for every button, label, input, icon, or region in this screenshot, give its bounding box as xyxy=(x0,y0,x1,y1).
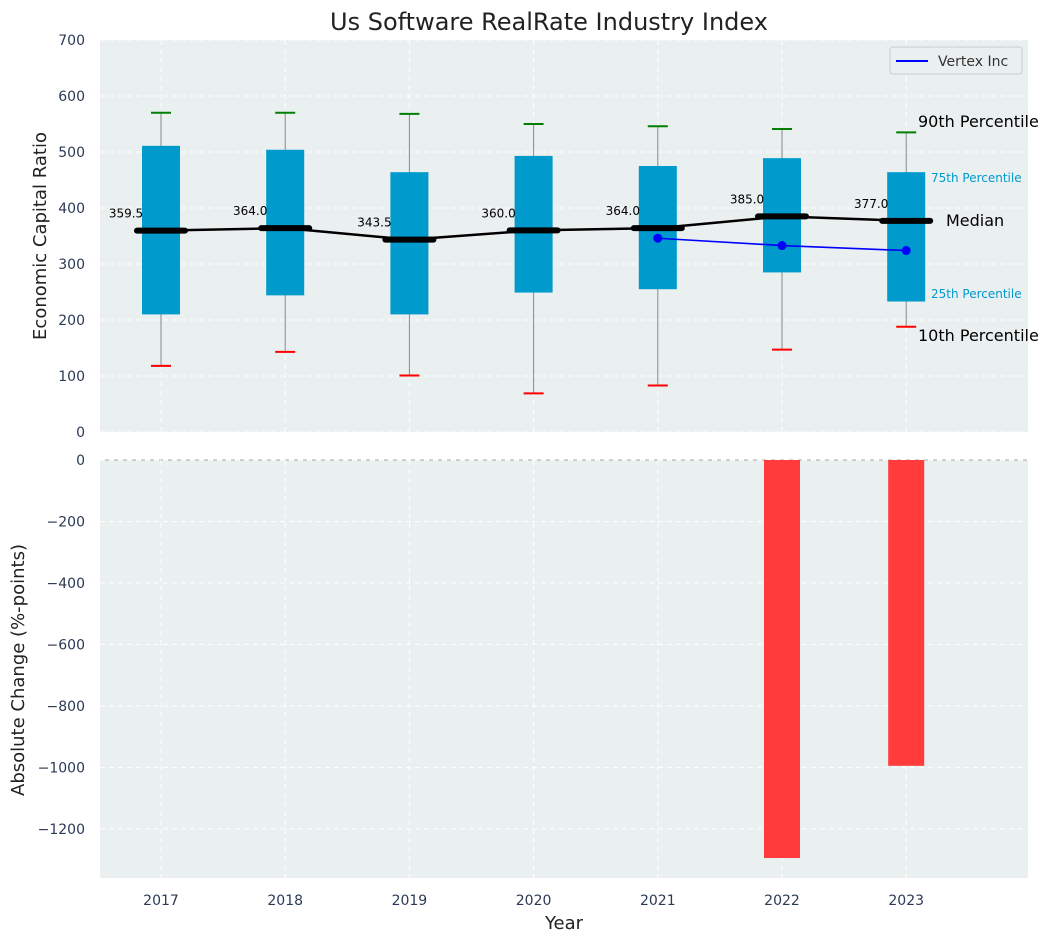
box-2020 xyxy=(514,155,553,293)
top-y-tick-label: 300 xyxy=(58,257,85,273)
annotation-90th: 90th Percentile xyxy=(918,112,1039,131)
annotation-25th: 25th Percentile xyxy=(931,287,1022,301)
box-2019 xyxy=(390,172,429,315)
change-bar-2023 xyxy=(888,460,925,766)
median-label-2019: 343.5 xyxy=(357,216,391,230)
annotation-median: Median xyxy=(946,211,1004,230)
x-tick-label-2018: 2018 xyxy=(267,893,303,909)
top-y-tick-label: 100 xyxy=(58,369,85,385)
vertex-point-2021 xyxy=(653,233,663,243)
vertex-point-2023 xyxy=(901,246,911,256)
box-2018 xyxy=(266,149,305,296)
box-2023 xyxy=(887,172,926,302)
bottom-y-tick-label: 0 xyxy=(76,453,85,469)
top-y-tick-label: 0 xyxy=(76,425,85,441)
bottom-y-tick-label: −200 xyxy=(47,514,85,530)
top-y-ticks: 0 100 200 300 400 500 600 700 xyxy=(58,33,85,441)
bottom-y-ticks: 0 −200 −400 −600 −800 −1000 −1200 xyxy=(38,453,85,838)
x-tick-label-2021: 2021 xyxy=(640,893,676,909)
top-panel-background xyxy=(100,40,1028,432)
x-tick-label-2023: 2023 xyxy=(888,893,924,909)
vertex-point-2022 xyxy=(777,241,787,251)
x-ticks: 2017 2018 2019 2020 2021 2022 2023 xyxy=(143,893,924,909)
x-tick-label-2017: 2017 xyxy=(143,893,179,909)
x-tick-label-2022: 2022 xyxy=(764,893,800,909)
median-trend-line xyxy=(160,215,907,241)
median-label-2023: 377.0 xyxy=(854,197,888,211)
annotation-10th: 10th Percentile xyxy=(918,326,1039,345)
median-label-2017: 359.5 xyxy=(109,207,143,221)
x-tick-label-2019: 2019 xyxy=(392,893,428,909)
bottom-y-axis-label: Absolute Change (%-points) xyxy=(8,544,29,796)
bottom-y-tick-label: −1200 xyxy=(38,822,85,838)
vertex-series xyxy=(653,233,911,256)
top-y-tick-label: 700 xyxy=(58,33,85,49)
top-y-tick-label: 600 xyxy=(58,89,85,105)
change-bar-2022 xyxy=(764,460,800,859)
legend-box xyxy=(889,46,1023,75)
bottom-y-tick-label: −600 xyxy=(47,637,85,653)
bottom-y-tick-label: −400 xyxy=(47,576,85,592)
chart-title: Us Software RealRate Industry Index xyxy=(330,8,768,36)
median-label-2022: 385.0 xyxy=(730,192,764,206)
median-label-2018: 364.0 xyxy=(233,204,267,218)
legend: Vertex Inc xyxy=(889,46,1023,75)
median-trend xyxy=(160,215,907,241)
annotation-75th: 75th Percentile xyxy=(931,171,1022,185)
bottom-y-tick-label: −1000 xyxy=(38,760,85,776)
bottom-y-tick-label: −800 xyxy=(47,699,85,715)
x-axis-label: Year xyxy=(544,913,584,934)
change-bars xyxy=(764,460,925,859)
bottom-panel-background xyxy=(100,460,1028,878)
x-tick-label-2020: 2020 xyxy=(516,893,552,909)
median-label-2021: 364.0 xyxy=(606,204,640,218)
top-y-tick-label: 200 xyxy=(58,313,85,329)
top-y-tick-label: 500 xyxy=(58,145,85,161)
legend-vertex-label: Vertex Inc xyxy=(938,54,1008,70)
top-y-tick-label: 400 xyxy=(58,201,85,217)
top-y-axis-label: Economic Capital Ratio xyxy=(30,132,51,340)
median-label-2020: 360.0 xyxy=(481,206,515,220)
